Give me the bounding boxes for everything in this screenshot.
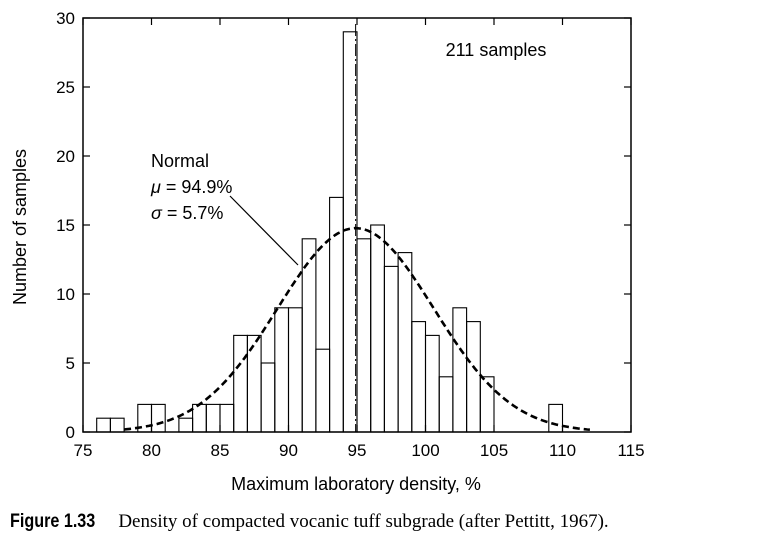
histogram-bar [466,321,481,433]
sigma-value: = 5.7% [162,203,224,223]
y-tick-label: 10 [56,285,75,304]
histogram-bar [205,403,221,433]
histogram-bar [192,403,207,433]
histogram-bar [287,307,303,433]
histogram-bar [370,224,385,433]
histogram-bar [548,403,564,433]
histogram-bar [260,362,276,433]
histogram-bar [274,307,290,433]
chart-marks [96,24,590,433]
histogram-bar [424,334,440,433]
caption-text: Density of compacted vocanic tuff subgra… [118,511,609,532]
y-tick-label: 30 [56,9,75,28]
histogram-bar [150,403,166,433]
histogram-bar [315,348,331,433]
figure-number: Figure 1.33 [10,511,96,532]
y-axis-label: Number of samples [10,149,30,305]
histogram-bar [219,403,235,433]
histogram-bar [411,321,427,433]
x-tick-label: 85 [211,441,230,460]
histogram-bar [96,417,111,433]
histogram-bar [397,252,413,433]
x-axis-label: Maximum laboratory density, % [231,474,481,494]
sample-count-annotation: 211 samples [446,40,547,60]
histogram-bar [438,376,454,433]
y-tick-label: 15 [56,216,75,235]
mu-symbol: μ [150,177,161,197]
histogram-bar [178,417,194,433]
x-tick-label: 115 [617,441,644,460]
x-tick-label: 90 [279,441,298,460]
chart-axes: 75 80 85 90 95 100 105 110 115 0 5 10 15 20 25 30 [56,9,644,460]
x-tick-label: 100 [411,441,439,460]
x-tick-label: 80 [142,441,161,460]
mean-annotation: μ = 94.9% [150,177,232,197]
y-tick-label: 5 [66,354,75,373]
y-tick-label: 0 [66,423,75,442]
histogram-bar [356,238,372,433]
histogram-bar [329,196,344,433]
histogram-bar [342,31,358,433]
histogram-bar [452,307,468,433]
sd-annotation: σ = 5.7% [151,203,223,223]
y-tick-label: 25 [56,78,75,97]
mu-value: = 94.9% [161,177,233,197]
histogram-bar [383,265,399,433]
x-tick-label: 110 [549,441,576,460]
normal-distribution-curve [123,226,590,431]
x-tick-label: 105 [480,441,508,460]
sigma-symbol: σ [151,203,163,223]
histogram-bar [233,334,248,433]
histogram-chart: 75 80 85 90 95 100 105 110 115 0 5 10 15 20 25 30 Maxim… [10,9,645,494]
histogram-bar [109,417,125,433]
annotation-leader-line [229,195,299,266]
x-tick-label: 95 [348,441,367,460]
x-tick-label: 75 [74,441,93,460]
y-tick-label: 20 [56,147,75,166]
histogram-bar [479,376,495,433]
normal-curve-label: Normal [151,151,209,171]
figure-caption: Figure 1.33 Density of compacted vocanic … [10,511,609,533]
